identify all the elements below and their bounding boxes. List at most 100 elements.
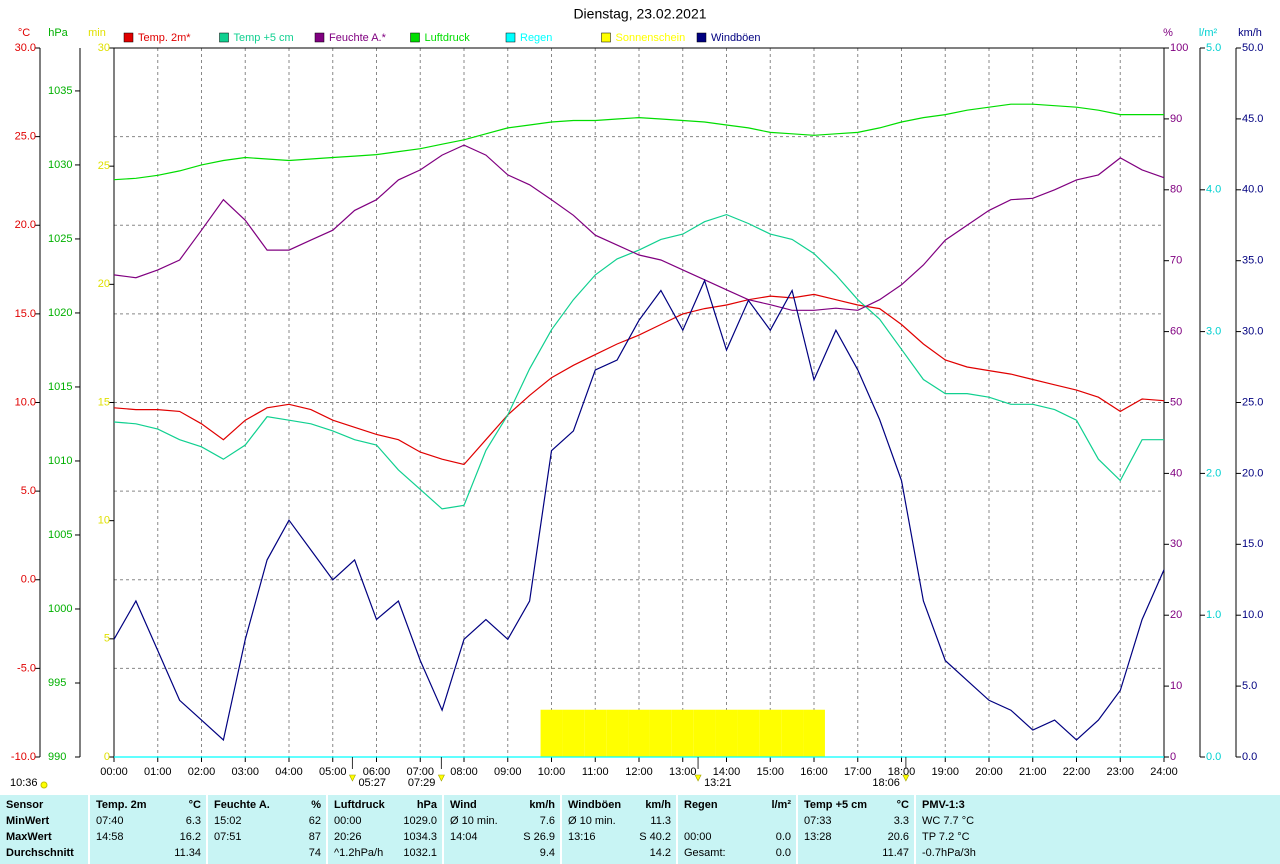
table-cell: 11.34	[96, 845, 201, 861]
cell-text: 14:04	[450, 831, 478, 843]
annotation-marker	[437, 774, 445, 782]
x-tick-label: 01:00	[144, 766, 172, 778]
table-cell: Durchschnitt	[6, 845, 83, 861]
cell-text: Sensor	[6, 799, 44, 811]
axis-title: °C	[18, 27, 30, 39]
table-cell: 74	[214, 845, 321, 861]
cell-text: 11.47	[882, 847, 909, 859]
table-cell: ^1.2hPa/h 1032.1	[334, 845, 437, 861]
cell-text: S 26.9	[523, 831, 555, 843]
table-column: Temp. 2m °C 07:40 6.3 14:58 16.2 11.34	[88, 795, 206, 864]
table-column: Temp +5 cm °C 07:33 3.3 13:28 20.6 11.47	[796, 795, 914, 864]
y-tick-label: 1015	[48, 381, 72, 393]
y-tick-label: 25.0	[15, 131, 36, 143]
cell-text: Luftdruck	[334, 799, 385, 811]
table-cell: 00:00 0.0	[684, 829, 791, 845]
cell-text: 07:51	[214, 831, 242, 843]
cell-text: 13:16	[568, 831, 596, 843]
cell-text: 16.2	[179, 831, 201, 843]
cell-text: km/h	[645, 799, 671, 811]
x-tick-label: 07:00	[406, 766, 434, 778]
sunshine-bar	[628, 709, 650, 757]
x-tick-label: 17:00	[844, 766, 872, 778]
cell-text: 11.3	[650, 815, 671, 827]
y-tick-label: 3.0	[1206, 326, 1221, 338]
column-header: Windböen km/h	[568, 797, 671, 813]
y-tick-label: 10	[1170, 680, 1182, 692]
cell-text: MinWert	[6, 815, 50, 827]
y-tick-label: 40.0	[1242, 184, 1263, 196]
x-tick-label: 08:00	[450, 766, 478, 778]
y-tick-label: 80	[1170, 184, 1182, 196]
sunshine-bar	[759, 709, 782, 757]
sunshine-bar	[584, 709, 607, 757]
y-tick-label: 990	[48, 751, 66, 763]
x-tick-label: 22:00	[1063, 766, 1091, 778]
cell-text: 15:02	[214, 815, 242, 827]
table-column: Feuchte A.% 15:02 62 07:51 87 74	[206, 795, 326, 864]
cell-text: 0.0	[775, 831, 791, 843]
y-tick-label: 50	[1170, 396, 1182, 408]
cell-text: 20.6	[887, 831, 909, 843]
x-tick-label: 23:00	[1106, 766, 1134, 778]
table-column: PMV-1:3 WC 7.7 °C TP 7.2 °C -0.7hPa/3h	[914, 795, 1280, 864]
cell-text: 07:40	[96, 815, 124, 827]
y-tick-label: 45.0	[1242, 113, 1263, 125]
axis-title: hPa	[48, 27, 68, 39]
table-cell: MaxWert	[6, 829, 83, 845]
cell-text: MaxWert	[6, 831, 52, 843]
cell-text: °C	[188, 799, 201, 811]
cell-text: Regen	[684, 799, 718, 811]
table-cell: 07:51 87	[214, 829, 321, 845]
table-column: Wind km/h Ø 10 min. 7.6 14:04 S 26.9 9.4	[442, 795, 560, 864]
table-cell: 9.4	[450, 845, 555, 861]
y-tick-label: 20.0	[1242, 467, 1263, 479]
y-tick-label: 0	[104, 751, 110, 763]
table-cell: 20:26 1034.3	[334, 829, 437, 845]
x-tick-label: 09:00	[494, 766, 522, 778]
legend-swatch	[601, 32, 611, 43]
cell-text: 00:00	[334, 815, 362, 827]
cell-text: Temp. 2m	[96, 799, 147, 811]
table-column: Regen l/m² 00:00 0.0 Gesamt: 0.0	[676, 795, 796, 864]
y-tick-label: 10	[98, 515, 110, 527]
y-tick-label: 0.0	[21, 574, 36, 586]
y-tick-label: 0.0	[1242, 751, 1257, 763]
x-tick-label: 03:00	[231, 766, 259, 778]
table-column: Windböen km/h Ø 10 min. 11.3 13:16 S 40.2 14.2	[560, 795, 676, 864]
cell-text: Wind	[450, 799, 477, 811]
y-tick-label: 4.0	[1206, 184, 1221, 196]
y-tick-label: 5.0	[1206, 42, 1221, 54]
cell-text: 1032.1	[403, 847, 437, 859]
legend-label: Temp +5 cm	[234, 32, 294, 44]
y-tick-label: -10.0	[11, 751, 36, 763]
table-column: Luftdruck hPa 00:00 1029.0 20:26 1034.3 ^1.2hP…	[326, 795, 442, 864]
y-tick-label: 2.0	[1206, 467, 1221, 479]
column-header: Wind km/h	[450, 797, 555, 813]
y-tick-label: 0	[1170, 751, 1176, 763]
cell-text: ^1.2hPa/h	[334, 847, 384, 859]
axis-title: l/m²	[1199, 27, 1218, 39]
table-cell: WC 7.7 °C	[922, 813, 1275, 829]
x-tick-label: 16:00	[800, 766, 828, 778]
y-tick-label: 20	[1170, 609, 1182, 621]
y-tick-label: 60	[1170, 326, 1182, 338]
legend-swatch	[314, 32, 325, 43]
stats-table: Sensor MinWert MaxWert Durchschnitt Temp. 2m…	[0, 795, 1280, 864]
cell-text: °C	[896, 799, 909, 811]
y-tick-label: 35.0	[1242, 255, 1263, 267]
sunshine-bar	[693, 709, 716, 757]
y-tick-label: 1035	[48, 85, 72, 97]
chart: Dienstag, 23.02.2021 °C -10.0 -5.0 0.0 5.0 10…	[10, 6, 1263, 789]
series-line	[113, 103, 1164, 181]
axis-title: %	[1163, 27, 1173, 39]
x-tick-label: 02:00	[188, 766, 216, 778]
x-tick-label: 20:00	[975, 766, 1003, 778]
cell-text: Windböen	[568, 799, 622, 811]
table-cell: MinWert	[6, 813, 83, 829]
cell-text: Gesamt:	[684, 847, 726, 859]
cell-text: TP 7.2 °C	[922, 831, 970, 843]
time-label: 10:36	[10, 777, 38, 789]
axis-title: min	[88, 27, 106, 39]
sunshine-bar	[803, 709, 825, 757]
